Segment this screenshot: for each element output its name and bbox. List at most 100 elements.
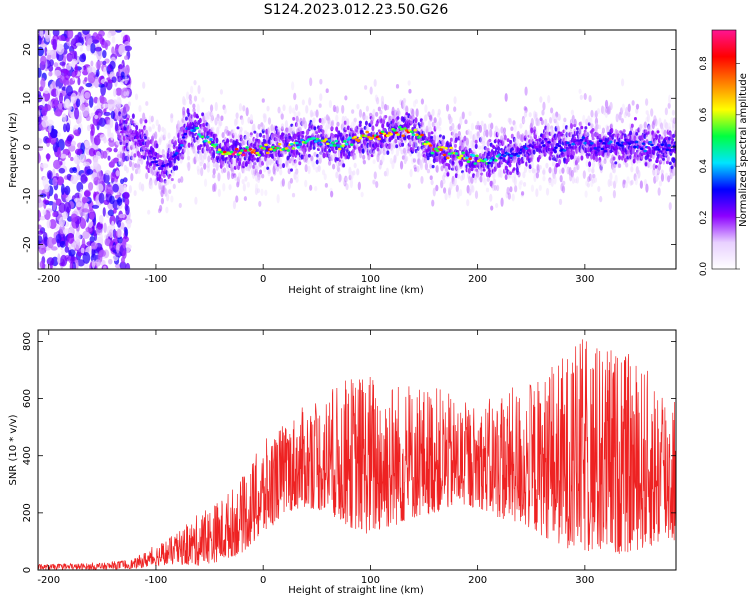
spectrogram-core-cell: [138, 143, 143, 146]
spectrogram-halo-cell: [210, 112, 214, 121]
spectrogram-halo-cell: [182, 147, 186, 153]
spectrogram-halo-cell: [637, 169, 641, 179]
spectrogram-noise-cell: [75, 42, 82, 47]
spectrogram-ridge-cell: [259, 169, 263, 175]
spectrogram-halo-cell: [260, 188, 264, 197]
spectrogram-halo-cell: [474, 190, 479, 199]
spectrogram-halo-cell: [615, 113, 619, 123]
spectrogram-halo-cell: [489, 128, 493, 138]
spectrogram-halo-cell: [201, 154, 205, 165]
spectrogram-halo-cell: [177, 178, 181, 184]
spectrogram-ridge-cell: [671, 138, 675, 142]
spectrogram-noise-cell: [107, 209, 115, 217]
spectrogram-halo-cell: [438, 116, 442, 127]
spectrogram-ridge-cell: [253, 130, 257, 134]
spectrogram-core-cell: [135, 136, 140, 139]
spectrogram-noise-cell: [123, 184, 127, 194]
spectrogram-ridge-cell: [198, 146, 202, 150]
spectrogram-core-cell: [286, 149, 291, 152]
spectrogram-noise-cell: [83, 190, 91, 198]
spectrogram-noise-cell: [93, 135, 101, 146]
spectrogram-noise-cell: [52, 168, 56, 178]
spectrogram-halo-cell: [134, 168, 139, 175]
spectrogram-ridge-cell: [196, 115, 200, 119]
spectrogram-halo-cell: [249, 114, 254, 123]
spectrogram-halo-cell: [542, 101, 546, 111]
spectrogram-noise-cell: [79, 54, 86, 63]
spectrogram-ridge-cell: [660, 136, 664, 140]
spectrogram-core-cell: [180, 144, 184, 147]
spectrogram-halo-cell: [545, 162, 549, 169]
spectrogram-halo-cell: [244, 176, 248, 182]
spectrogram-ridge-cell: [442, 135, 446, 140]
spectrogram-core-cell: [241, 153, 246, 157]
spectrogram-halo-cell: [344, 95, 348, 101]
spectrogram-noise-cell: [124, 197, 130, 207]
spectrogram-ridge-cell: [467, 167, 471, 174]
spectrogram-halo-cell: [253, 161, 258, 168]
spectrogram-noise-cell: [96, 97, 101, 110]
spectrogram-noise-cell: [52, 38, 57, 50]
spectrogram-halo-cell: [483, 177, 487, 186]
spectrogram-ridge-cell: [508, 162, 512, 168]
spectrogram-halo-cell: [207, 155, 211, 163]
spectrogram-noise-cell: [111, 220, 115, 231]
spectrogram-ridge-cell: [262, 134, 266, 139]
spectrogram-noise-cell: [48, 71, 53, 77]
spectrogram-halo-cell: [323, 173, 327, 181]
spectrogram-noise-cell: [39, 260, 44, 269]
spectrogram-ridge-cell: [595, 156, 599, 163]
spectrogram-ridge-cell: [580, 155, 584, 161]
spectrogram-halo-cell: [256, 176, 261, 184]
spectrogram-halo-cell: [304, 164, 308, 173]
spectrogram-noise-cell: [63, 201, 72, 214]
spectrogram-ridge-cell: [321, 129, 325, 134]
spectrogram-core-cell: [169, 157, 174, 161]
spectrogram-halo-cell: [429, 175, 433, 181]
spectrogram-halo-cell: [630, 179, 634, 185]
spectrogram-noise-cell: [122, 238, 127, 249]
spectrogram-noise-cell: [85, 114, 91, 122]
spectrogram-core-cell: [428, 144, 433, 147]
spectrogram-noise-cell: [84, 91, 91, 99]
spectrogram-halo-cell: [293, 92, 297, 101]
spectrogram-halo-cell: [490, 122, 494, 130]
spectrogram-halo-cell: [540, 119, 544, 126]
spectrogram-ridge-cell: [430, 135, 434, 139]
spectrogram-halo-cell: [209, 104, 214, 112]
spectrogram-halo-cell: [582, 114, 586, 124]
spectrogram-halo-cell: [151, 138, 155, 148]
spectrogram-halo-cell: [308, 97, 312, 106]
spectrogram-halo-cell: [284, 120, 288, 129]
spectrogram-noise-cell: [118, 213, 126, 219]
spectrogram-halo-cell: [268, 158, 272, 166]
spectrogram-noise-cell: [56, 39, 61, 52]
spectrogram-ridge-cell: [655, 134, 659, 141]
spectrogram-noise-cell: [90, 42, 96, 54]
spectrogram-ridge-cell: [530, 127, 534, 134]
spectrogram-halo-cell: [261, 124, 266, 131]
spectrogram-noise-cell: [85, 82, 93, 88]
spectrogram-ridge-cell: [210, 146, 214, 151]
spectrogram-halo-cell: [165, 206, 169, 214]
spectrogram-noise-cell: [66, 52, 73, 62]
spectrogram-halo-cell: [530, 160, 534, 169]
spectrogram-halo-cell: [170, 195, 174, 203]
spectrogram-noise-cell: [42, 114, 49, 122]
spectrogram-halo-cell: [178, 202, 182, 209]
spectrogram-halo-cell: [375, 96, 380, 105]
spectrogram-halo-cell: [599, 195, 603, 203]
spectrogram-halo-cell: [631, 100, 635, 106]
spectrogram-noise-cell: [122, 191, 130, 199]
spectrogram-noise-cell: [104, 238, 111, 246]
spectrogram-halo-cell: [123, 105, 127, 115]
spectrogram-noise-cell: [115, 243, 120, 254]
spectrogram-ridge-cell: [180, 156, 184, 160]
spectrogram-halo-cell: [667, 122, 671, 131]
spectrogram-noise-cell: [60, 249, 67, 256]
spectrogram-halo-cell: [134, 93, 139, 101]
spectrogram-halo-cell: [242, 183, 246, 192]
spectrogram-halo-cell: [492, 178, 497, 185]
spectrogram-halo-cell: [212, 158, 217, 166]
spectrogram-halo-cell: [212, 168, 216, 175]
